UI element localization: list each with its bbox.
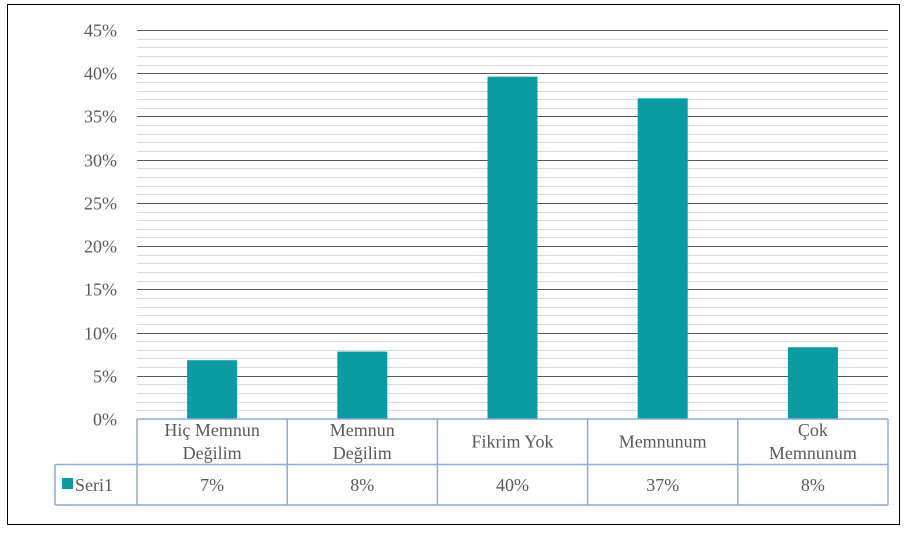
category-label: Memnun <box>330 420 395 440</box>
category-label: Değilim <box>183 443 242 463</box>
y-tick-label: 0% <box>93 410 117 430</box>
data-label: 40% <box>496 475 529 495</box>
chart-frame: 0% 5% 10% 15% 20% 25% 30% 35% 40% 45% Hiç Memnun De… <box>7 4 900 525</box>
category-label: Değilim <box>333 443 392 463</box>
y-tick-label: 20% <box>84 237 117 257</box>
data-label: 8% <box>801 475 825 495</box>
category-label: Memnunum <box>619 432 707 452</box>
y-tick-label: 40% <box>84 64 117 84</box>
category-label: Hiç Memnun <box>164 420 259 440</box>
bar <box>337 351 388 419</box>
data-label: 7% <box>200 475 224 495</box>
y-tick-label: 15% <box>84 280 117 300</box>
bar <box>787 347 838 419</box>
legend-label: Seri1 <box>75 475 113 495</box>
category-label: Memnunum <box>769 443 857 463</box>
category-label: Çok <box>798 420 828 440</box>
y-tick-label: 10% <box>84 324 117 344</box>
bar <box>487 76 538 420</box>
y-tick-label: 25% <box>84 194 117 214</box>
category-label: Fikrim Yok <box>471 432 553 452</box>
chart-svg: 0% 5% 10% 15% 20% 25% 30% 35% 40% 45% Hiç Memnun De… <box>54 21 889 506</box>
data-label: 8% <box>350 475 374 495</box>
y-tick-label: 35% <box>84 107 117 127</box>
data-label: 37% <box>646 475 679 495</box>
y-tick-label: 5% <box>93 367 117 387</box>
legend-swatch <box>62 478 73 489</box>
y-tick-label: 45% <box>84 21 117 41</box>
bar <box>637 98 688 420</box>
y-tick-label: 30% <box>84 151 117 171</box>
bar <box>187 360 238 419</box>
